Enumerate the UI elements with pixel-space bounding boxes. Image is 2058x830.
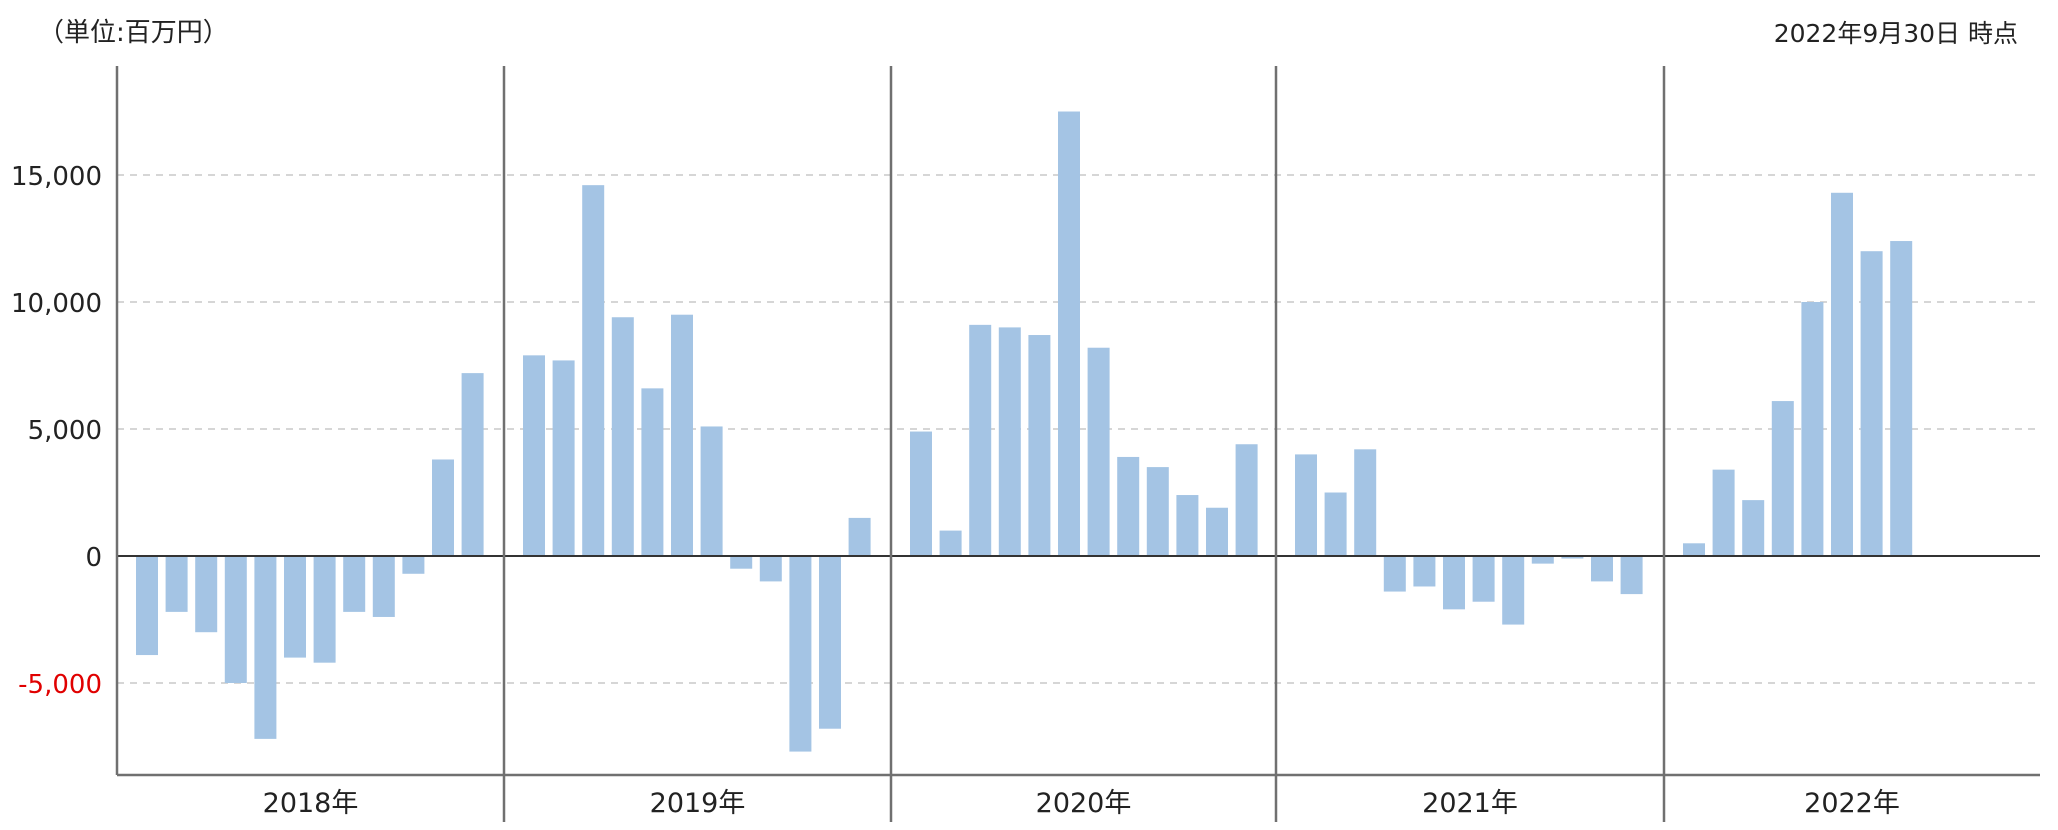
bar [1591, 556, 1613, 582]
bar [819, 556, 841, 729]
axis-labels: -5,000 0 5,000 10,000 15,000 2018年 2019年 2020年 2… [11, 162, 1900, 819]
bar [1620, 556, 1643, 595]
bar [1028, 335, 1051, 556]
grid-lines [117, 174, 2040, 684]
bar [611, 317, 634, 556]
bar [1176, 495, 1199, 556]
bar [343, 556, 366, 612]
bar [1801, 302, 1824, 556]
bar [910, 431, 932, 556]
x-category-label: 2022年 [1804, 788, 1900, 819]
bar [136, 556, 158, 656]
bar [1561, 556, 1584, 559]
x-category-label: 2020年 [1036, 788, 1132, 819]
bar [789, 556, 812, 752]
bar [1531, 556, 1554, 564]
bar [461, 373, 484, 556]
bar [372, 556, 395, 617]
bar [1295, 454, 1317, 556]
bar [641, 388, 664, 556]
bar [313, 556, 336, 663]
x-category-label: 2018年 [263, 788, 359, 819]
bar [1235, 444, 1258, 556]
bar [1383, 556, 1406, 592]
bar [1443, 556, 1465, 610]
bar [998, 327, 1021, 556]
bar [552, 360, 575, 556]
x-category-label: 2021年 [1422, 788, 1518, 819]
bar [848, 517, 871, 556]
y-tick-label: 5,000 [28, 416, 102, 446]
as-of-date-label: 2022年9月30日 時点 [1773, 19, 2018, 48]
bar [1683, 543, 1705, 556]
bar [1472, 556, 1495, 602]
bar [1831, 192, 1853, 556]
bar [254, 556, 277, 739]
y-tick-label: -5,000 [18, 670, 102, 700]
bar [195, 556, 218, 633]
bar [1146, 467, 1169, 556]
bar [1890, 241, 1913, 557]
bar [1742, 500, 1765, 556]
bar [402, 556, 425, 574]
bar [1206, 507, 1228, 556]
bar [939, 530, 962, 556]
bar [1771, 401, 1794, 556]
bar [1712, 469, 1735, 556]
y-tick-label: 0 [85, 543, 102, 573]
bar [523, 355, 545, 556]
bar [730, 556, 753, 569]
bar [224, 556, 247, 683]
x-category-label: 2019年 [650, 788, 746, 819]
unit-label: （単位:百万円） [38, 18, 229, 48]
bar [1413, 556, 1436, 587]
bar [1860, 251, 1883, 556]
bars [136, 111, 1913, 752]
bar [969, 324, 992, 556]
y-tick-label: 10,000 [11, 289, 102, 319]
bar [1324, 492, 1347, 556]
bar [1058, 111, 1080, 556]
bar [700, 426, 723, 556]
bar [1117, 456, 1140, 556]
bar [1087, 347, 1110, 556]
bar [1502, 556, 1525, 625]
bar [759, 556, 782, 582]
bar [582, 185, 605, 556]
axes [115, 66, 2040, 822]
bar [284, 556, 306, 658]
y-tick-label: 15,000 [11, 162, 102, 192]
bar [432, 459, 454, 556]
bar [165, 556, 188, 612]
bar [671, 314, 693, 556]
bar [1354, 449, 1377, 556]
